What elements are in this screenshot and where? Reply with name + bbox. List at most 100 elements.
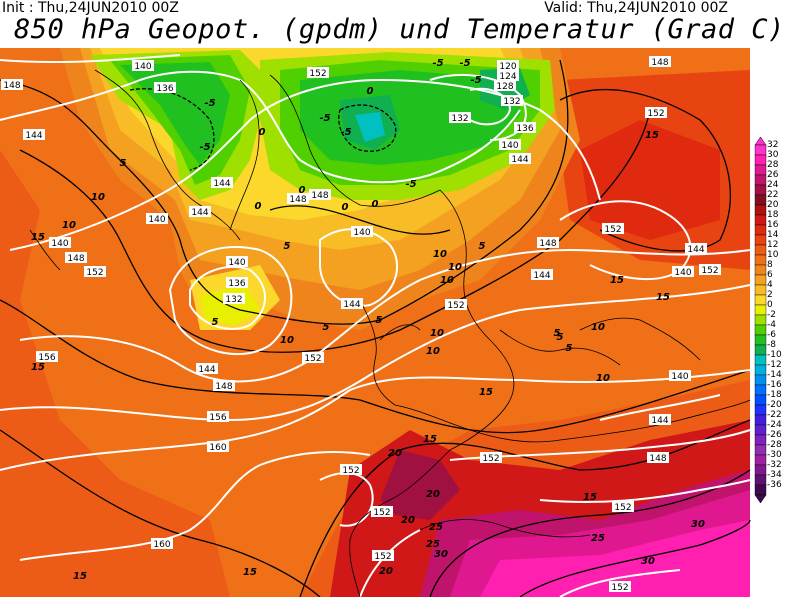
temperature-label: 10: [426, 346, 440, 357]
colorbar-label: 14: [767, 230, 779, 240]
colorbar-label: -16: [767, 380, 782, 390]
temperature-label: 5: [376, 315, 383, 326]
colorbar-label: -24: [767, 420, 782, 430]
colorbar-label: -8: [767, 340, 776, 350]
colorbar-swatch: [754, 324, 767, 336]
geopotential-label: 132: [223, 293, 245, 305]
svg-text:140: 140: [228, 258, 245, 268]
svg-text:144: 144: [533, 271, 550, 281]
colorbar-swatch: [754, 404, 767, 416]
svg-text:136: 136: [516, 124, 533, 134]
geopotential-label: 152: [480, 452, 502, 464]
colorbar-label: -12: [767, 360, 782, 370]
svg-text:144: 144: [343, 300, 360, 310]
geopotential-label: 128: [494, 80, 516, 92]
svg-text:124: 124: [499, 72, 516, 82]
svg-text:140: 140: [501, 141, 518, 151]
colorbar-label: 2: [767, 290, 773, 300]
geopotential-label: 148: [537, 237, 559, 249]
svg-text:148: 148: [215, 382, 232, 392]
temperature-label: 20: [426, 489, 440, 500]
temperature-label: 5: [557, 332, 564, 343]
colorbar-swatch: [754, 394, 767, 406]
temperature-label: 10: [91, 192, 105, 203]
temperature-label: 15: [31, 362, 45, 373]
colorbar-swatch: [754, 424, 767, 436]
temperature-label: -5: [340, 127, 351, 138]
svg-text:152: 152: [374, 552, 391, 562]
colorbar-label: -26: [767, 430, 782, 440]
temperature-label: 25: [426, 539, 440, 550]
svg-text:140: 140: [674, 268, 691, 278]
geopotential-label: 148: [65, 252, 87, 264]
temperature-label: -5: [405, 179, 416, 190]
geopotential-label: 140: [49, 237, 71, 249]
colorbar-label: -2: [767, 310, 776, 320]
colorbar-swatch: [754, 444, 767, 456]
geopotential-label: 140: [351, 226, 373, 238]
geopotential-label: 144: [509, 153, 531, 165]
colorbar-swatch: [754, 334, 767, 346]
svg-text:152: 152: [611, 583, 628, 593]
colorbar-swatch: [754, 464, 767, 476]
colorbar-label: -36: [767, 480, 782, 490]
temperature-label: -5: [199, 142, 210, 153]
geopotential-label: 144: [196, 363, 218, 375]
svg-text:140: 140: [134, 62, 151, 72]
colorbar-label: 18: [767, 210, 779, 220]
colorbar-label: 22: [767, 190, 779, 200]
geopotential-label: 132: [449, 112, 471, 124]
geopotential-label: 132: [501, 95, 523, 107]
temperature-label: 5: [323, 322, 330, 333]
svg-text:152: 152: [447, 301, 464, 311]
geopotential-label: 136: [514, 122, 536, 134]
svg-text:160: 160: [209, 443, 226, 453]
svg-text:144: 144: [687, 245, 704, 255]
colorbar-swatch: [754, 454, 767, 466]
colorbar-swatch: [754, 364, 767, 376]
svg-text:148: 148: [67, 254, 84, 264]
geopotential-label: 140: [499, 139, 521, 151]
geopotential-label: 152: [602, 223, 624, 235]
geopotential-label: 152: [307, 67, 329, 79]
geopotential-label: 160: [151, 538, 173, 550]
colorbar-swatch: [754, 284, 767, 296]
colorbar-label: -32: [767, 460, 782, 470]
svg-text:132: 132: [225, 295, 242, 305]
colorbar-swatch: [754, 214, 767, 226]
temperature-label: 0: [342, 202, 349, 213]
colorbar-label: 0: [767, 300, 773, 310]
colorbar-swatch: [754, 154, 767, 166]
svg-text:152: 152: [342, 466, 359, 476]
colorbar-label: -28: [767, 440, 782, 450]
colorbar-swatch: [754, 384, 767, 396]
geopotential-label: 124: [497, 70, 519, 82]
temperature-label: 5: [120, 158, 127, 169]
colorbar-swatch: [754, 194, 767, 206]
colorbar-swatch: [754, 484, 767, 496]
temperature-label: 5: [554, 328, 561, 339]
temperature-label: 15: [243, 567, 257, 578]
geopotential-label: 144: [189, 206, 211, 218]
svg-text:152: 152: [309, 69, 326, 79]
temperature-label: 5: [212, 317, 219, 328]
temperature-label: 15: [656, 292, 670, 303]
geopotential-label: 144: [531, 269, 553, 281]
geopotential-label: 152: [645, 107, 667, 119]
geopotential-label: 144: [685, 243, 707, 255]
temperature-label: -5: [319, 113, 330, 124]
svg-text:148: 148: [3, 81, 20, 91]
temperature-label: 20: [388, 448, 402, 459]
temperature-label: 5: [284, 241, 291, 252]
colorbar-swatch: [754, 474, 767, 486]
temperature-label: 10: [440, 275, 454, 286]
colorbar-label: 26: [767, 170, 779, 180]
geopotential-label: 152: [609, 581, 631, 593]
temperature-label: 10: [62, 220, 76, 231]
temperature-label: -5: [432, 58, 443, 69]
geopotential-label-boxes: 1481401361521201241281321361321401441481…: [1, 56, 721, 593]
geopotential-label: 120: [497, 60, 519, 72]
geopotential-label: 152: [371, 506, 393, 518]
colorbar-label: 28: [767, 160, 779, 170]
